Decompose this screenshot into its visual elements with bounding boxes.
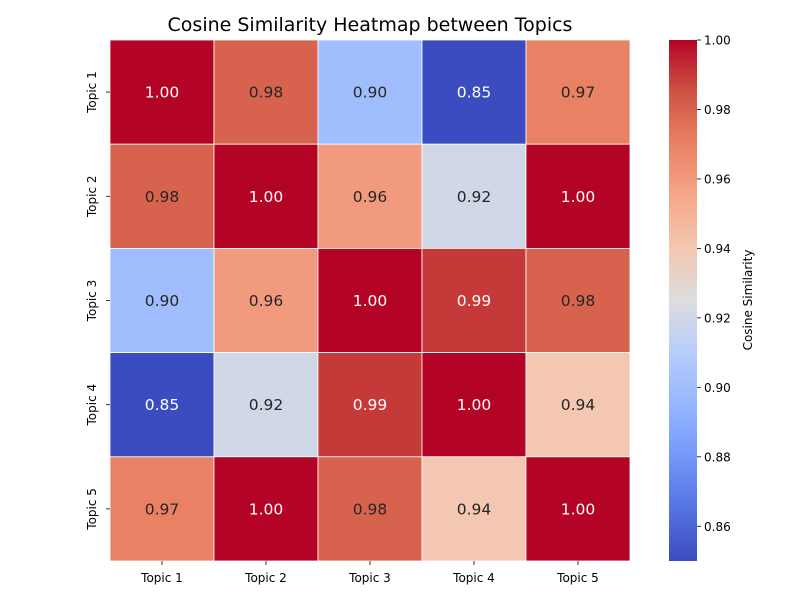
colorbar-tick-label: 0.90 [704, 381, 731, 395]
cell-value-label: 0.85 [145, 396, 180, 414]
heatmap-cell [317, 39, 423, 145]
cell-value-label: 0.96 [353, 188, 388, 206]
cell-value-label: 1.00 [457, 396, 492, 414]
y-tick-label: Topic 5 [85, 488, 99, 531]
cell-value-label: 1.00 [249, 188, 284, 206]
y-tick-label: Topic 4 [85, 384, 99, 427]
cell-value-label: 1.00 [561, 500, 596, 518]
x-tick-label: Topic 4 [452, 571, 495, 585]
y-tick-label: Topic 1 [85, 71, 99, 114]
cell-value-label: 1.00 [353, 292, 388, 310]
heatmap-cell [109, 39, 215, 145]
cell-value-label: 1.00 [145, 84, 180, 102]
heatmap-cell [109, 456, 215, 562]
heatmap-cell [525, 143, 631, 249]
cell-value-label: 0.98 [561, 292, 596, 310]
colorbar-tick-label: 0.92 [704, 311, 731, 325]
cell-value-label: 0.85 [457, 84, 492, 102]
colorbar-tick-label: 0.96 [704, 172, 731, 186]
cell-value-label: 0.98 [249, 84, 284, 102]
heatmap-cell [109, 143, 215, 249]
x-tick-label: Topic 1 [140, 571, 183, 585]
cell-value-label: 1.00 [561, 188, 596, 206]
cell-value-label: 0.96 [249, 292, 284, 310]
cell-value-label: 0.92 [457, 188, 492, 206]
heatmap-cell [525, 352, 631, 458]
x-tick-label: Topic 3 [348, 571, 391, 585]
heatmap-cell [317, 247, 423, 353]
colorbar-tick-label: 1.00 [704, 34, 731, 48]
y-tick-label: Topic 3 [85, 280, 99, 323]
cell-value-label: 0.90 [145, 292, 180, 310]
cell-value-label: 0.90 [353, 84, 388, 102]
colorbar-gradient [669, 40, 697, 561]
cell-value-label: 0.99 [457, 292, 492, 310]
heatmap-cells: 1.00 0.98 0.90 0.85 0.97 0.98 1.00 0.96 0.92 1.00… [109, 39, 631, 562]
x-tick-label: Topic 2 [244, 571, 287, 585]
heatmap-cell [317, 456, 423, 562]
colorbar-tick-label: 0.98 [704, 103, 731, 117]
cell-value-label: 0.97 [561, 84, 596, 102]
cell-value-label: 0.94 [457, 500, 492, 518]
cell-value-label: 0.92 [249, 396, 284, 414]
heatmap-cell [213, 456, 319, 562]
colorbar-tick-label: 0.86 [704, 520, 731, 534]
heatmap-cell [525, 39, 631, 145]
chart-title: Cosine Similarity Heatmap between Topics [168, 14, 573, 36]
colorbar: 0.86 0.88 0.90 0.92 0.94 0.96 0.98 1.00 [669, 34, 731, 561]
colorbar-tick-label: 0.94 [704, 242, 731, 256]
colorbar-tick-label: 0.88 [704, 450, 731, 464]
cell-value-label: 1.00 [249, 500, 284, 518]
cell-value-label: 0.98 [353, 500, 388, 518]
y-axis: Topic 1 Topic 2 Topic 3 Topic 4 Topic 5 [85, 71, 110, 531]
x-axis: Topic 1 Topic 2 Topic 3 Topic 4 Topic 5 [140, 561, 599, 585]
x-tick-label: Topic 5 [556, 571, 599, 585]
cell-value-label: 0.97 [145, 500, 180, 518]
heatmap-cell [317, 143, 423, 249]
cell-value-label: 0.98 [145, 188, 180, 206]
heatmap-cell [421, 247, 527, 353]
heatmap-cell [213, 247, 319, 353]
y-tick-label: Topic 2 [85, 175, 99, 218]
heatmap-cell [317, 352, 423, 458]
heatmap-cell [421, 352, 527, 458]
heatmap-cell [525, 247, 631, 353]
heatmap-cell [213, 39, 319, 145]
heatmap-cell [213, 352, 319, 458]
cell-value-label: 0.99 [353, 396, 388, 414]
heatmap-cell [421, 39, 527, 145]
colorbar-label: Cosine Similarity [741, 250, 755, 351]
cell-value-label: 0.94 [561, 396, 596, 414]
heatmap-cell [525, 456, 631, 562]
